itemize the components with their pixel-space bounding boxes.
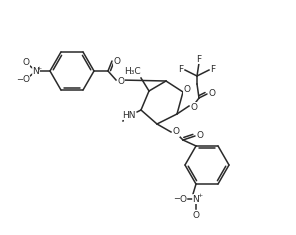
Text: N: N bbox=[33, 67, 39, 75]
Text: F: F bbox=[178, 66, 184, 74]
Text: O: O bbox=[192, 211, 200, 219]
Text: F: F bbox=[197, 55, 202, 63]
Text: O: O bbox=[197, 132, 203, 141]
Text: O: O bbox=[22, 75, 30, 85]
Text: O: O bbox=[179, 195, 186, 204]
Text: O: O bbox=[208, 90, 215, 98]
Text: +: + bbox=[36, 66, 42, 70]
Text: O: O bbox=[191, 102, 197, 111]
Text: O: O bbox=[118, 78, 125, 86]
Text: +: + bbox=[197, 192, 203, 198]
Text: O: O bbox=[22, 58, 30, 67]
Text: F: F bbox=[210, 66, 215, 74]
Text: O: O bbox=[173, 128, 179, 137]
Text: H₃C: H₃C bbox=[124, 67, 141, 77]
Text: −: − bbox=[17, 75, 23, 85]
Text: HN: HN bbox=[122, 110, 136, 120]
Text: −: − bbox=[173, 195, 181, 204]
Text: O: O bbox=[184, 86, 191, 94]
Text: O: O bbox=[113, 56, 120, 66]
Text: N: N bbox=[193, 195, 200, 204]
